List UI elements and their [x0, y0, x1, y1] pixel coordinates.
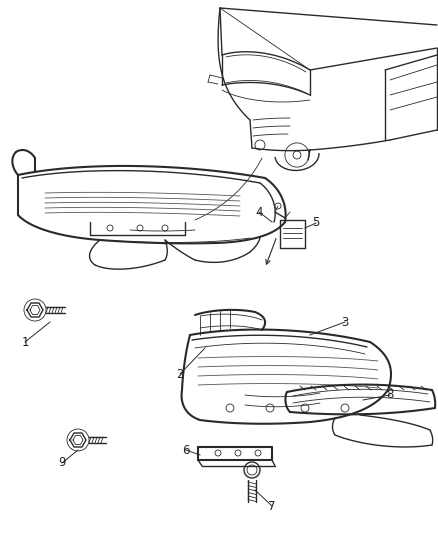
Text: 8: 8	[386, 389, 394, 401]
Text: 9: 9	[58, 456, 66, 470]
Text: 2: 2	[176, 367, 184, 381]
Text: 3: 3	[341, 316, 349, 328]
Text: 5: 5	[312, 216, 320, 230]
Text: 4: 4	[255, 206, 263, 219]
Text: 7: 7	[268, 499, 276, 513]
Text: 1: 1	[21, 335, 29, 349]
Text: 6: 6	[182, 443, 190, 456]
